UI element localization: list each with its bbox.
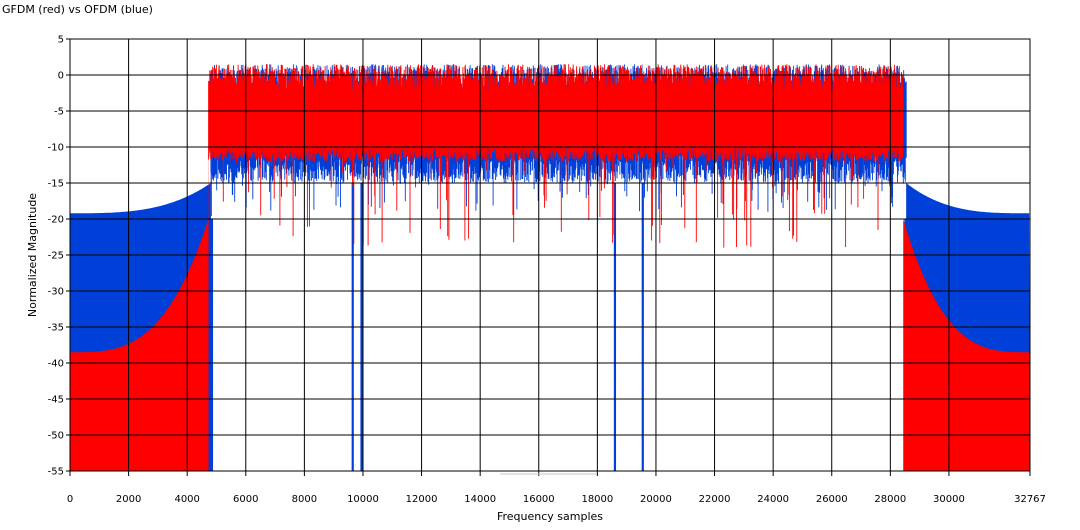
y-tick-label-2: -5 [54,107,64,118]
y-tick-label-6: -25 [48,251,64,262]
x-tick-label-14: 28000 [874,494,906,505]
x-tick-label-8: 16000 [523,494,555,505]
x-tick-label-4: 8000 [292,494,317,505]
y-tick-label-7: -30 [48,287,64,298]
y-tick-label-5: -20 [48,215,64,226]
x-tick-label-3: 6000 [233,494,258,505]
x-tick-label-1: 2000 [116,494,141,505]
x-tick-label-9: 18000 [581,494,613,505]
grid-lines [70,39,1030,471]
y-axis-label: Normalized Magnitude [26,193,39,317]
y-tick-label-9: -40 [48,359,64,370]
axis-ticks: 5 0 -5 -10 -15 -20 -25 -30 -35 -40 -45 -50 -55 0 2000 4… [48,35,1046,506]
x-tick-label-11: 22000 [699,494,731,505]
x-tick-label-7: 14000 [464,494,496,505]
series-1-left-sidelobe [70,64,209,471]
x-tick-label-2: 4000 [174,494,199,505]
x-tick-label-13: 26000 [816,494,848,505]
plot-area [70,64,1030,471]
y-tick-label-3: -10 [48,143,64,154]
x-tick-label-10: 20000 [640,494,672,505]
y-tick-label-10: -45 [48,395,64,406]
y-tick-label-4: -15 [48,179,64,190]
x-tick-label-15: 30000 [933,494,965,505]
series-1-right-sidelobe [903,64,1030,471]
x-tick-label-12: 24000 [757,494,789,505]
series-1 [70,64,1030,471]
y-tick-label-8: -35 [48,323,64,334]
series-0-edge-0 [207,219,214,471]
x-tick-label-16: 32767 [1014,494,1046,505]
x-axis-label: Frequency samples [497,510,603,523]
chart-title: GFDM (red) vs OFDM (blue) [2,3,153,16]
x-tick-label-0: 0 [67,494,73,505]
x-tick-label-6: 12000 [406,494,438,505]
y-tick-label-12: -55 [48,467,64,478]
y-tick-label-11: -50 [48,431,64,442]
y-tick-label-0: 5 [58,35,64,46]
y-tick-label-1: 0 [58,71,64,82]
x-tick-label-5: 10000 [347,494,379,505]
plot-frame [69,38,1031,472]
